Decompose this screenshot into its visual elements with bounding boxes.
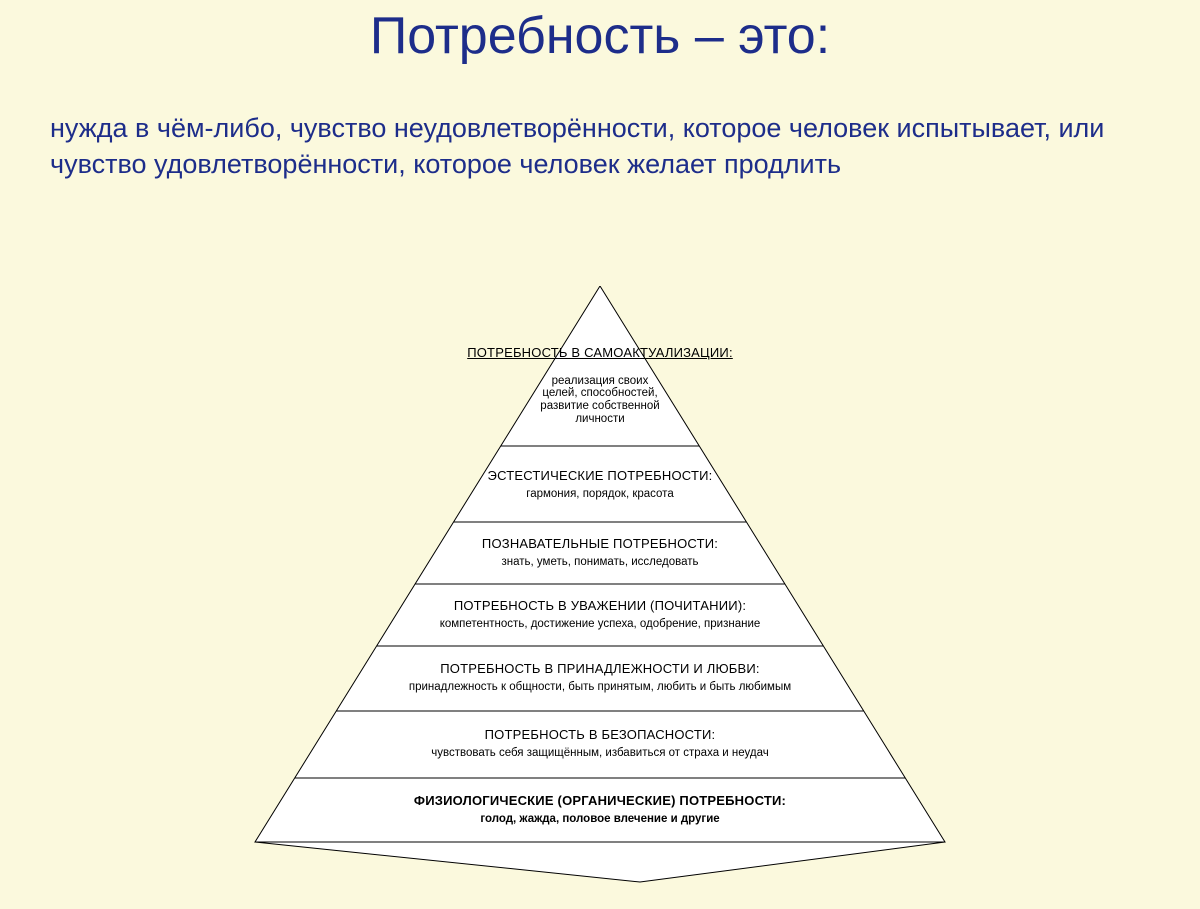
pyramid-level-subtitle: знать, уметь, понимать, исследовать bbox=[200, 556, 1000, 569]
pyramid-level-subtitle: чувствовать себя защищённым, избавиться … bbox=[200, 747, 1000, 760]
pyramid-level-7: ФИЗИОЛОГИЧЕСКИЕ (ОРГАНИЧЕСКИЕ) ПОТРЕБНОС… bbox=[200, 794, 1000, 825]
pyramid-level-2: ЭСТЕСТИЧЕСКИЕ ПОТРЕБНОСТИ: гармония, поря… bbox=[200, 469, 1000, 500]
pyramid-level-subtitle: голод, жажда, половое влечение и другие bbox=[200, 813, 1000, 826]
pyramid-level-subtitle: принадлежность к общности, быть принятым… bbox=[200, 681, 1000, 694]
pyramid-level-3: ПОЗНАВАТЕЛЬНЫЕ ПОТРЕБНОСТИ: знать, уметь,… bbox=[200, 537, 1000, 568]
pyramid-level-title: ЭСТЕСТИЧЕСКИЕ ПОТРЕБНОСТИ: bbox=[200, 469, 1000, 484]
pyramid-level-title: ПОТРЕБНОСТЬ В САМОАКТУАЛИЗАЦИИ: bbox=[200, 346, 1000, 361]
pyramid-level-title: ПОТРЕБНОСТЬ В ПРИНАДЛЕЖНОСТИ И ЛЮБВИ: bbox=[200, 662, 1000, 677]
pyramid-level-title: ПОТРЕБНОСТЬ В БЕЗОПАСНОСТИ: bbox=[200, 728, 1000, 743]
pyramid-level-subtitle: компетентность, достижение успеха, одобр… bbox=[200, 618, 1000, 631]
pyramid-level-5: ПОТРЕБНОСТЬ В ПРИНАДЛЕЖНОСТИ И ЛЮБВИ: при… bbox=[200, 662, 1000, 693]
slide-title: Потребность – это: bbox=[0, 6, 1200, 66]
pyramid-level-subtitle: гармония, порядок, красота bbox=[200, 488, 1000, 501]
pyramid-level-title: ПОЗНАВАТЕЛЬНЫЕ ПОТРЕБНОСТИ: bbox=[200, 537, 1000, 552]
pyramid-level-1: ПОТРЕБНОСТЬ В САМОАКТУАЛИЗАЦИИ: реализаци… bbox=[200, 346, 1000, 426]
definition-text: нужда в чём-либо, чувство неудовлетворён… bbox=[50, 110, 1150, 183]
pyramid-level-title: ПОТРЕБНОСТЬ В УВАЖЕНИИ (ПОЧИТАНИИ): bbox=[200, 599, 1000, 614]
pyramid-level-title: ФИЗИОЛОГИЧЕСКИЕ (ОРГАНИЧЕСКИЕ) ПОТРЕБНОС… bbox=[200, 794, 1000, 809]
pyramid-level-subtitle: реализация своихцелей, способностей,разв… bbox=[200, 375, 1000, 427]
pyramid-level-4: ПОТРЕБНОСТЬ В УВАЖЕНИИ (ПОЧИТАНИИ): компе… bbox=[200, 599, 1000, 630]
slide: Потребность – это: нужда в чём-либо, чув… bbox=[0, 0, 1200, 909]
pyramid-level-6: ПОТРЕБНОСТЬ В БЕЗОПАСНОСТИ: чувствовать с… bbox=[200, 728, 1000, 759]
pyramid-diagram: ПОТРЕБНОСТЬ В САМОАКТУАЛИЗАЦИИ: реализаци… bbox=[0, 286, 1200, 886]
